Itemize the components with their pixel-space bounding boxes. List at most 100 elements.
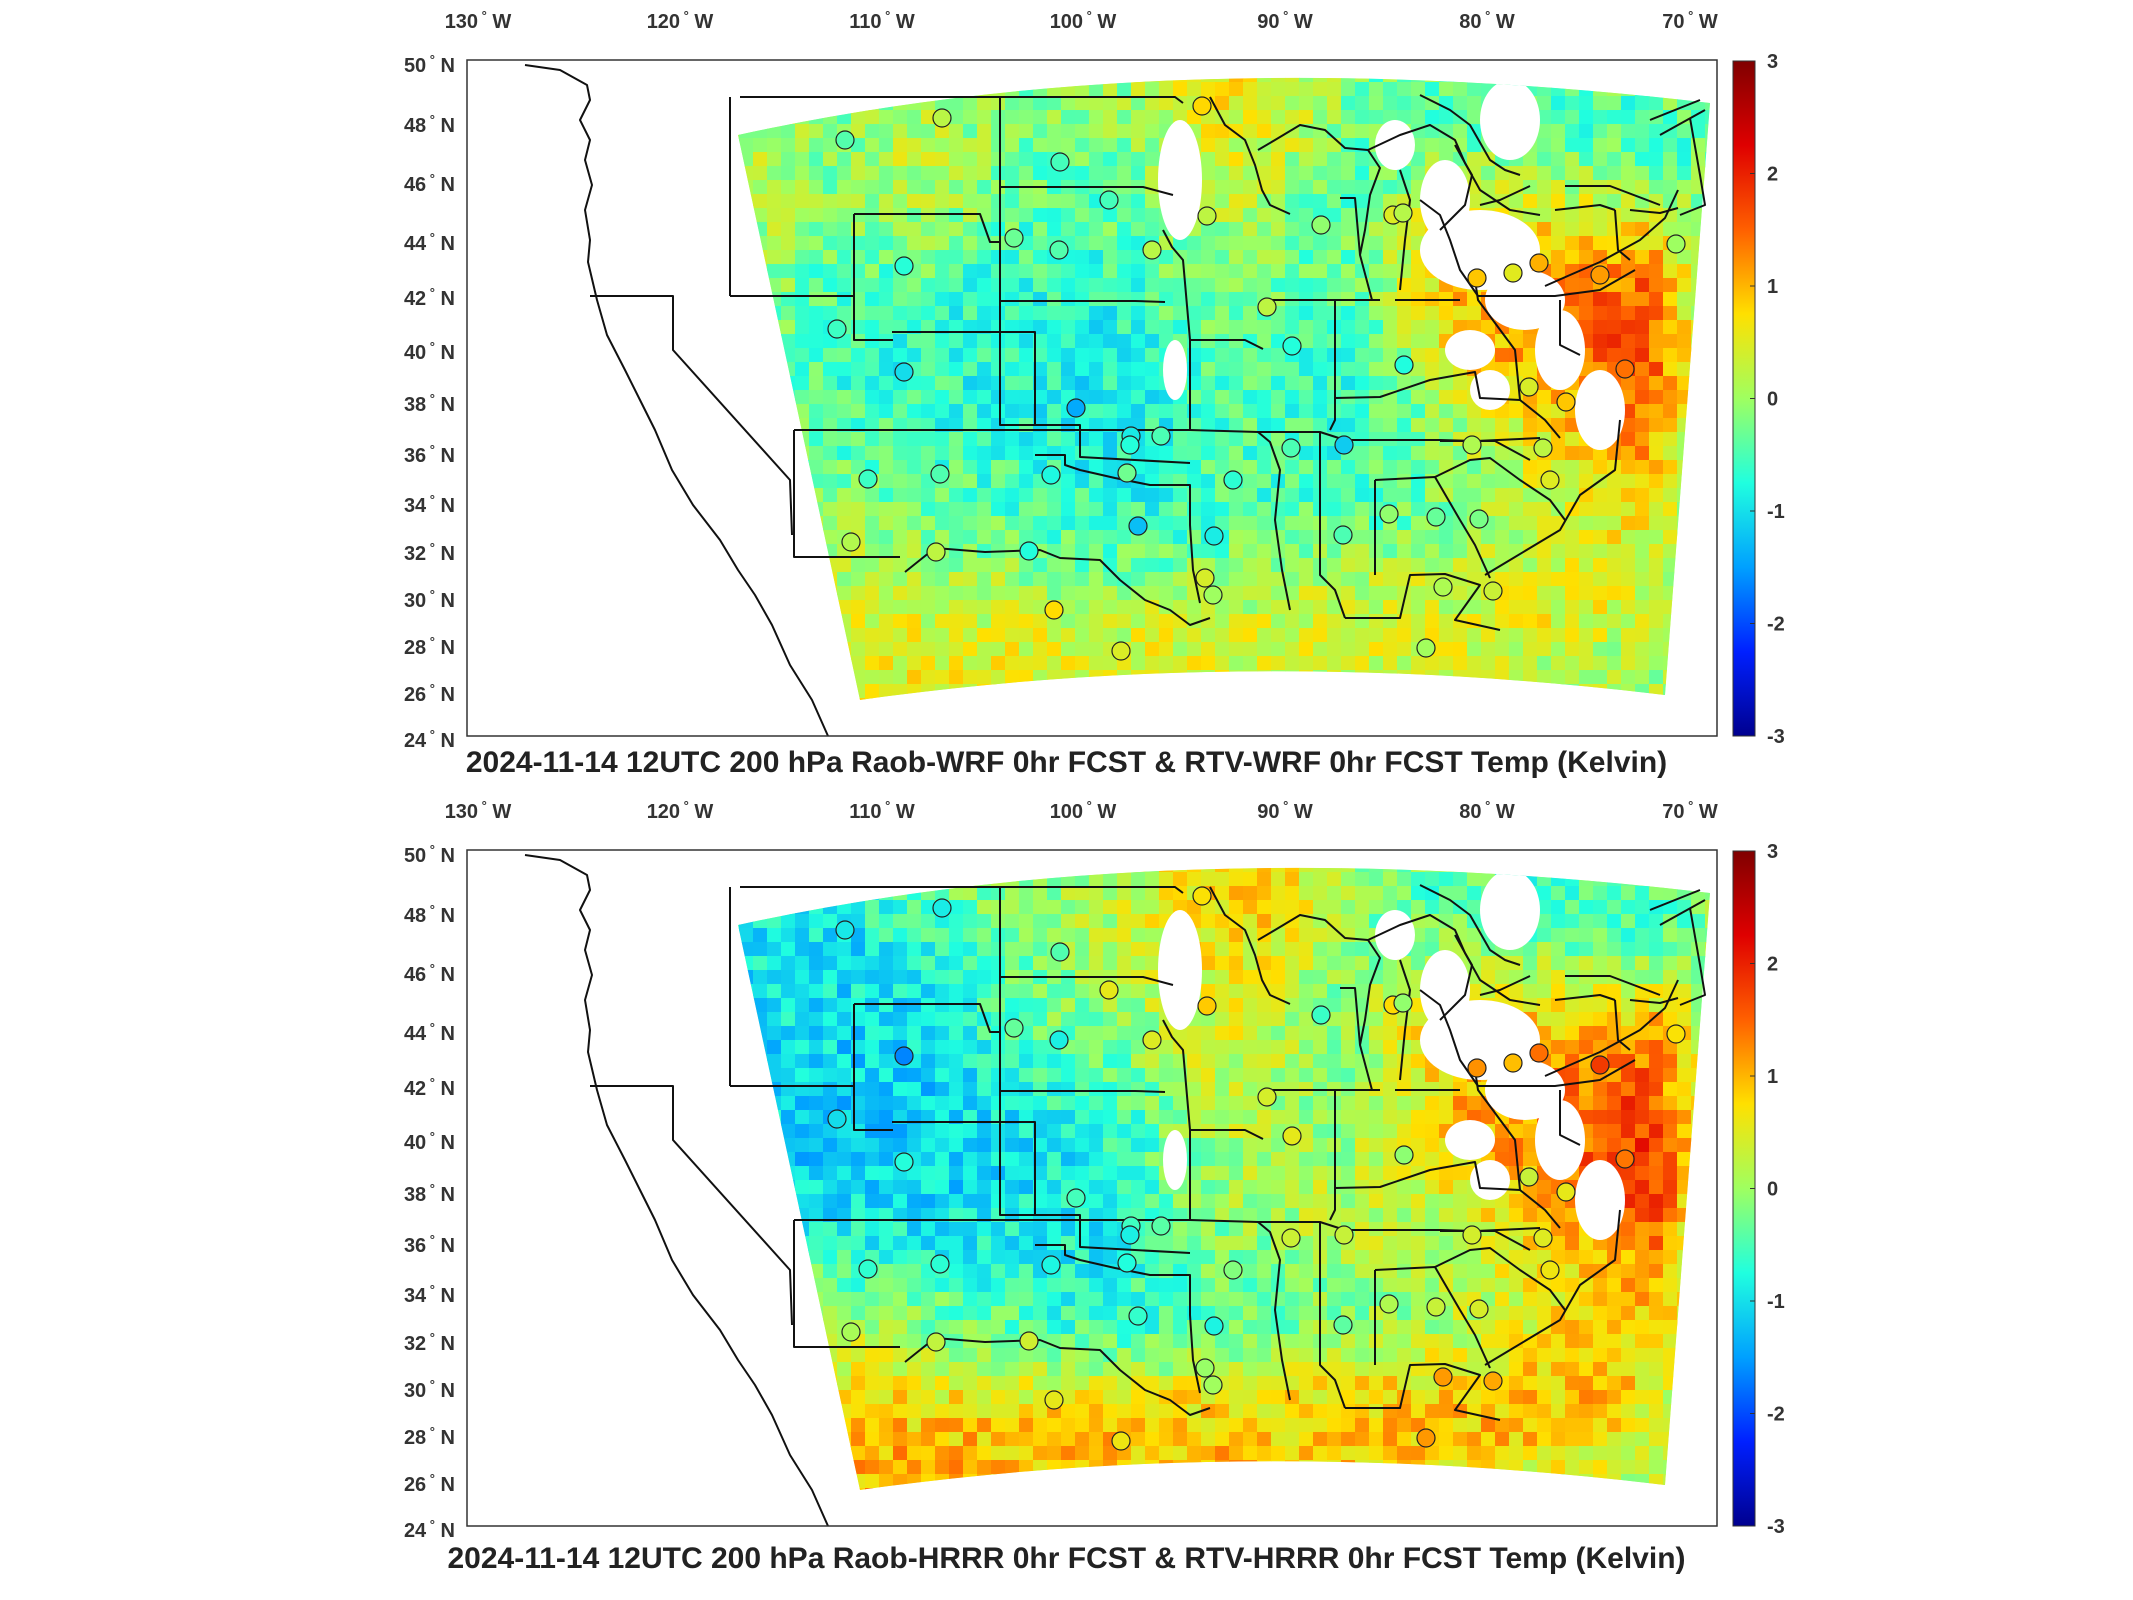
raob-station-marker (1142, 240, 1162, 260)
map-panel-hrrr: 130 ° W 120 ° W 110 ° W 100 ° W 90 ° W 80 ° W… (0, 790, 2133, 1600)
raob-station-marker (1519, 377, 1539, 397)
raob-station-marker (1004, 228, 1024, 248)
lat-tick-label: 36 ° N (404, 1232, 455, 1257)
lon-tick-label: 80 ° W (1459, 8, 1515, 33)
lat-tick-label: 26 ° N (404, 1471, 455, 1496)
raob-station-marker (1666, 1024, 1686, 1044)
raob-station-marker (1529, 253, 1549, 273)
lat-tick-label: 28 ° N (404, 634, 455, 659)
raob-station-marker (1204, 526, 1224, 546)
raob-station-marker (1019, 1331, 1039, 1351)
lat-tick-label: 24 ° N (404, 1517, 455, 1542)
raob-station-marker (1204, 1316, 1224, 1336)
colorbar-tick-label: -2 (1767, 614, 1785, 636)
raob-station-marker (1467, 1058, 1487, 1078)
lat-tick-label: 36 ° N (404, 442, 455, 467)
raob-station-marker (1192, 96, 1212, 116)
lat-tick-label: 38 ° N (404, 391, 455, 416)
colorbar-tick-label: 2 (1767, 954, 1778, 976)
lat-tick-label: 34 ° N (404, 1282, 455, 1307)
lat-tick-label: 40 ° N (404, 1129, 455, 1154)
raob-station-marker (1099, 980, 1119, 1000)
raob-station-marker (1426, 1297, 1446, 1317)
map-frame (466, 849, 1718, 1527)
raob-station-marker (835, 920, 855, 940)
raob-station-marker (1111, 1431, 1131, 1451)
raob-station-marker (1533, 438, 1553, 458)
raob-station-marker (1394, 355, 1414, 375)
raob-station-marker (1004, 1018, 1024, 1038)
raob-station-marker (1203, 1375, 1223, 1395)
raob-station-marker (1467, 268, 1487, 288)
temperature-difference-field (738, 867, 1710, 1490)
raob-station-marker (1394, 1145, 1414, 1165)
raob-station-marker (1257, 1087, 1277, 1107)
raob-station-marker (1019, 541, 1039, 561)
colorbar-tick-label: 1 (1767, 1066, 1778, 1088)
lon-tick-label: 120 ° W (647, 798, 714, 823)
raob-station-marker (827, 1109, 847, 1129)
lon-tick-label: 90 ° W (1257, 8, 1313, 33)
panel-title: 2024-11-14 12UTC 200 hPa Raob-WRF 0hr FC… (465, 746, 1668, 779)
raob-station-marker (1469, 1299, 1489, 1319)
field-cells (738, 867, 1710, 1490)
lat-tick-label: 32 ° N (404, 540, 455, 565)
raob-station-marker (1529, 1043, 1549, 1063)
raob-station-marker (1197, 996, 1217, 1016)
raob-station-marker (1117, 463, 1137, 483)
lon-tick-label: 90 ° W (1257, 798, 1313, 823)
raob-station-marker (932, 108, 952, 128)
raob-station-marker (1615, 1149, 1635, 1169)
lat-tick-label: 32 ° N (404, 1330, 455, 1355)
raob-station-marker (841, 532, 861, 552)
raob-station-marker (1333, 525, 1353, 545)
map-figure: 130 ° W 120 ° W 110 ° W 100 ° W 90 ° W 80 ° W… (404, 798, 1785, 1542)
colorbar-tick-label: 3 (1767, 51, 1778, 73)
colorbar-tick-label: 1 (1767, 276, 1778, 298)
raob-station-marker (1257, 297, 1277, 317)
longitude-labels: 130 ° W 120 ° W 110 ° W 100 ° W 90 ° W 80 ° W… (445, 798, 1718, 823)
raob-station-marker (1120, 1225, 1140, 1245)
raob-station-marker (1433, 1367, 1453, 1387)
raob-station-marker (1099, 190, 1119, 210)
lat-tick-label: 50 ° N (404, 842, 455, 867)
colorbar-tick-label: -2 (1767, 1404, 1785, 1426)
state-borders (524, 854, 1706, 1527)
raob-station-marker (1469, 509, 1489, 529)
raob-station-marker (1503, 263, 1523, 283)
raob-station-marker (1066, 1188, 1086, 1208)
lat-tick-label: 40 ° N (404, 339, 455, 364)
lon-tick-label: 130 ° W (445, 8, 512, 33)
raob-station-marker (1049, 240, 1069, 260)
raob-station-marker (1282, 1126, 1302, 1146)
raob-station-marker (1334, 1225, 1354, 1245)
lat-tick-label: 42 ° N (404, 285, 455, 310)
raob-station-marker (1281, 1228, 1301, 1248)
raob-station-marker (858, 1259, 878, 1279)
raob-station-marker (894, 1152, 914, 1172)
lat-tick-label: 48 ° N (404, 902, 455, 927)
raob-station-marker (1041, 1255, 1061, 1275)
raob-station-marker (1192, 886, 1212, 906)
raob-station-marker (1483, 581, 1503, 601)
raob-station-marker (1117, 1253, 1137, 1273)
raob-station-marker (1223, 470, 1243, 490)
raob-station-marker (932, 898, 952, 918)
lat-tick-label: 30 ° N (404, 587, 455, 612)
raob-station-marker (894, 362, 914, 382)
raob-station-marker (1050, 152, 1070, 172)
raob-station-marker (926, 542, 946, 562)
raob-station-marker (894, 256, 914, 276)
raob-station-marker (1044, 600, 1064, 620)
raob-station-marker (930, 464, 950, 484)
raob-station-marker (1503, 1053, 1523, 1073)
raob-station-marker (1333, 1315, 1353, 1335)
raob-station-marker (1590, 1055, 1610, 1075)
raob-station-marker (1223, 1260, 1243, 1280)
lat-tick-label: 24 ° N (404, 727, 455, 752)
raob-station-marker (841, 1322, 861, 1342)
raob-station-marker (1379, 1294, 1399, 1314)
raob-station-marker (1282, 336, 1302, 356)
raob-station-marker (1533, 1228, 1553, 1248)
raob-station-marker (1197, 206, 1217, 226)
